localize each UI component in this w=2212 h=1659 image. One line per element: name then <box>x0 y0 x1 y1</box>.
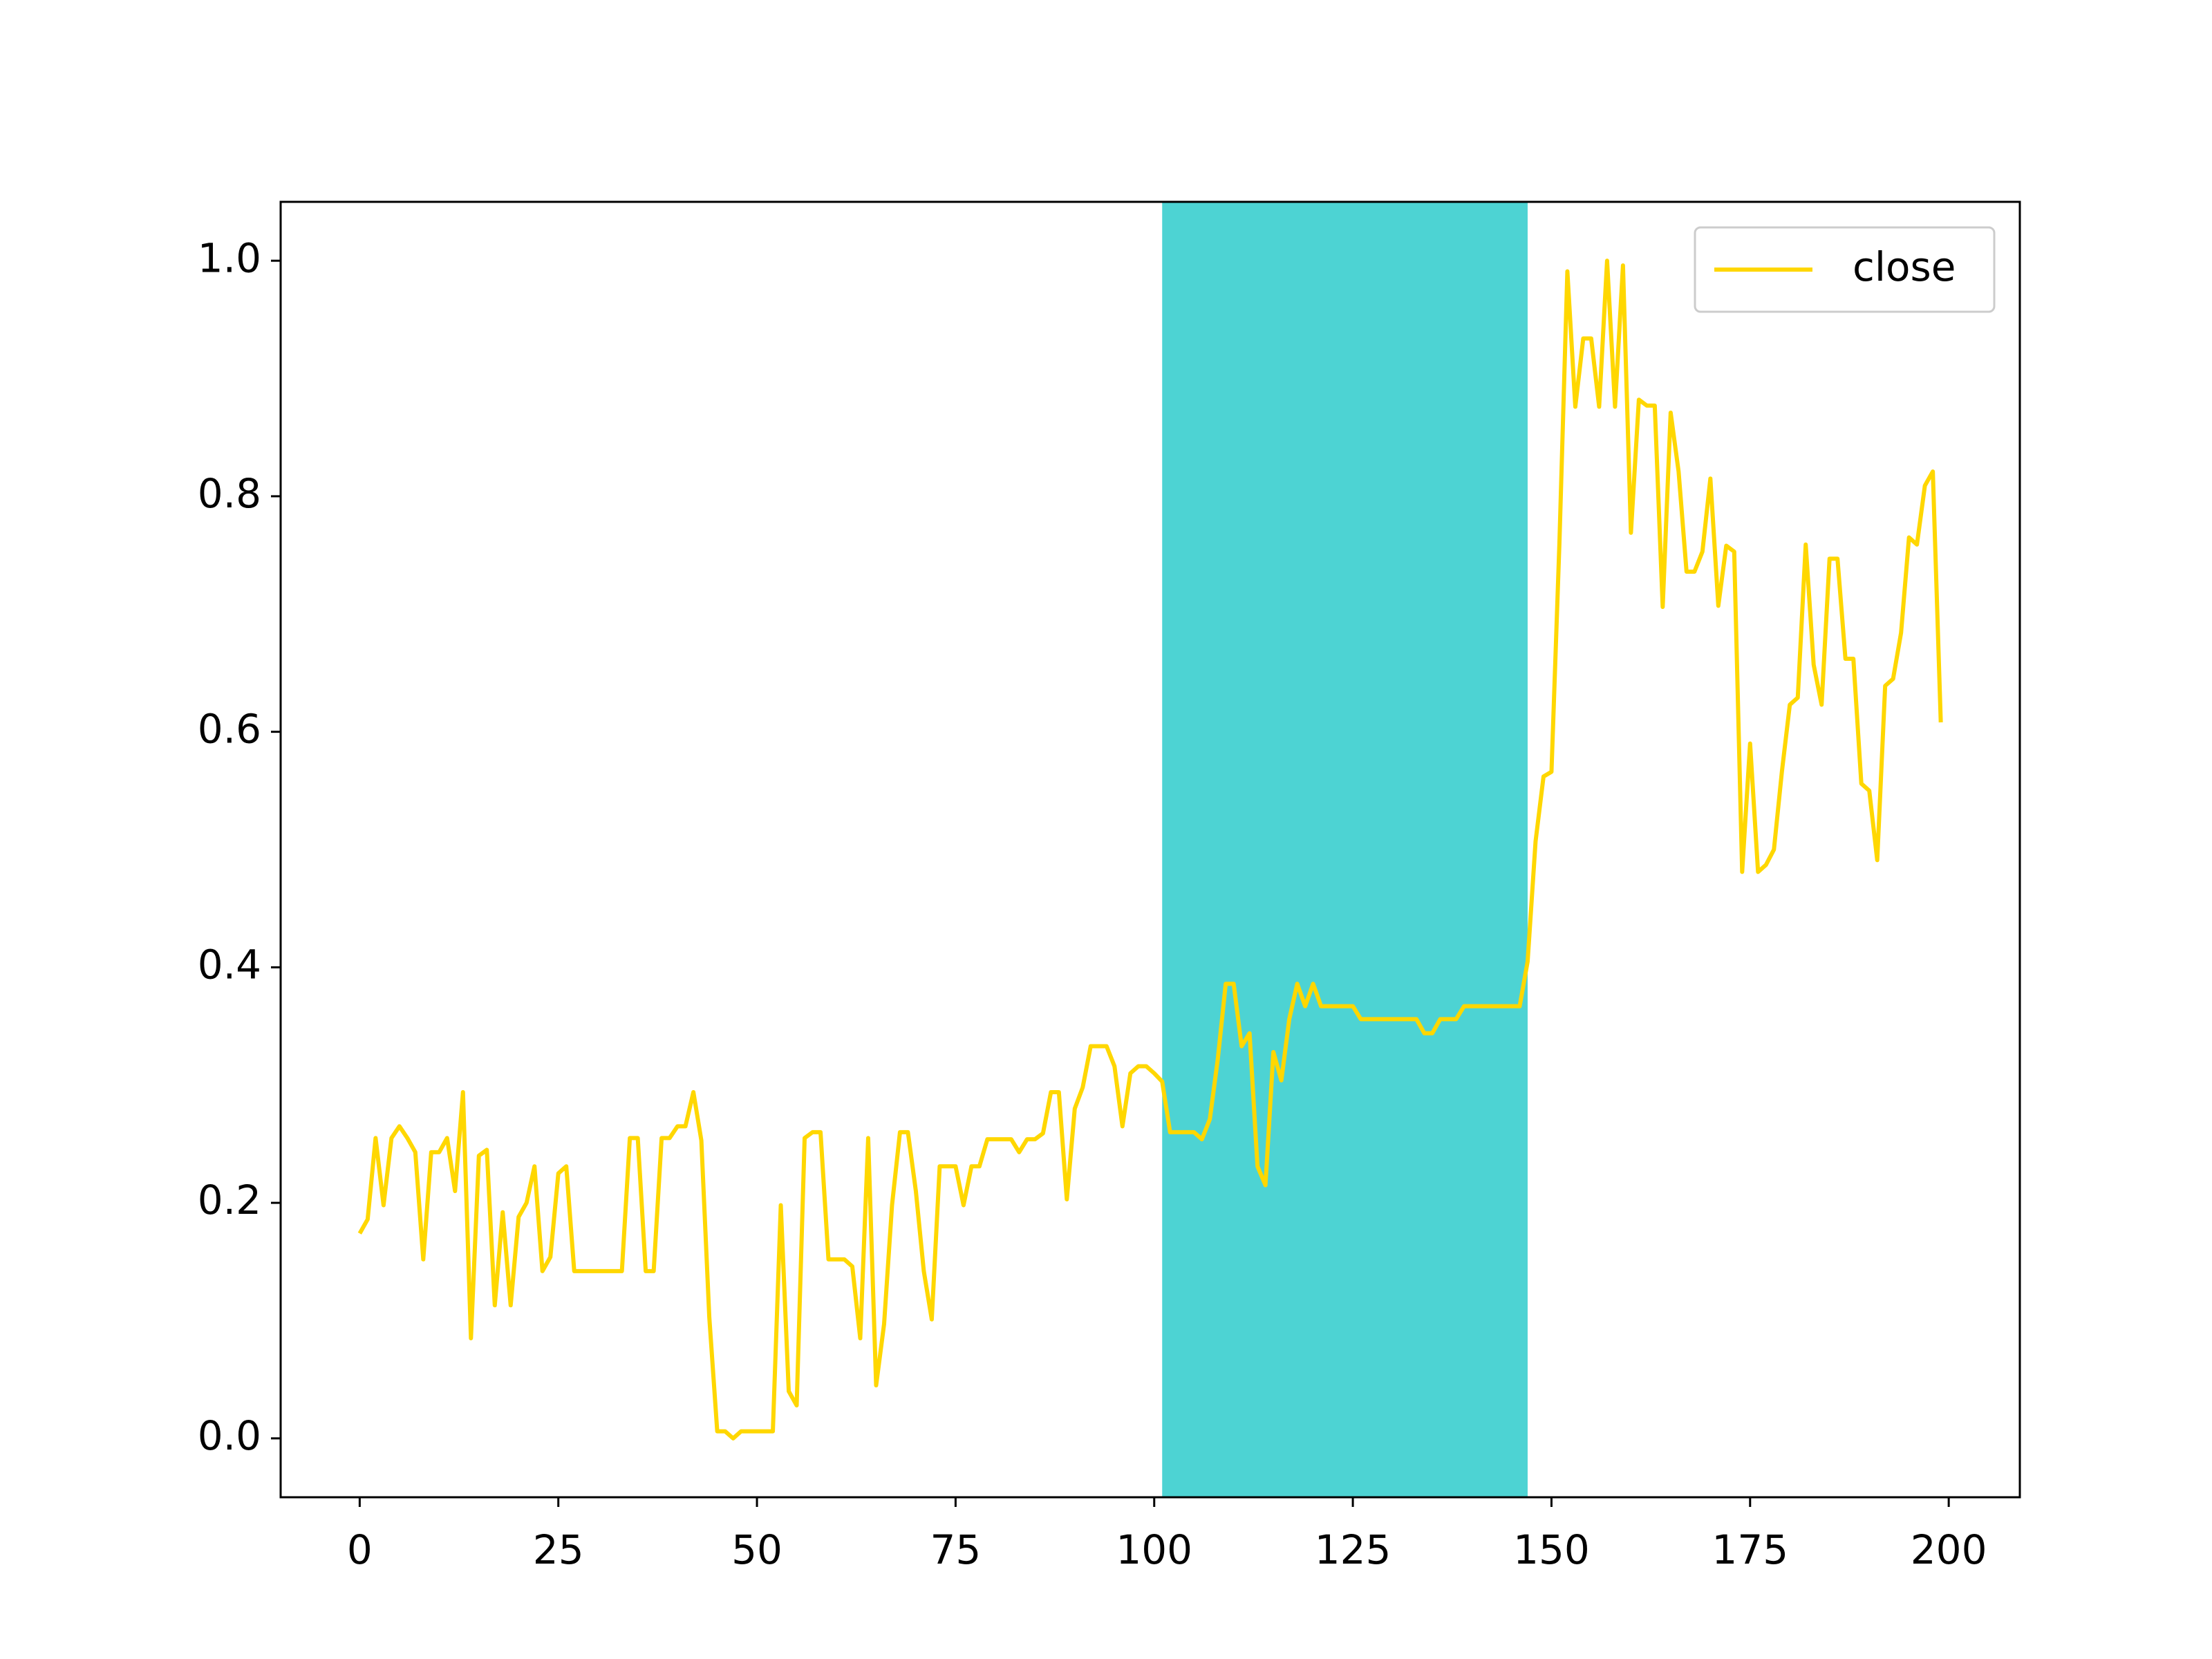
x-tick-label: 25 <box>533 1526 584 1573</box>
x-tick-label: 100 <box>1116 1526 1192 1573</box>
y-tick-label: 1.0 <box>198 234 261 281</box>
legend-box <box>1694 226 1996 313</box>
y-tick-label: 0.6 <box>198 706 261 753</box>
x-tick-label: 50 <box>731 1526 782 1573</box>
y-tick-label: 0.4 <box>198 941 261 988</box>
series-line <box>357 259 1943 1441</box>
x-tick-label: 0 <box>347 1526 373 1573</box>
x-tick-label: 125 <box>1315 1526 1391 1573</box>
plot-frame <box>279 200 2021 1499</box>
x-tick-label: 200 <box>1911 1526 1987 1573</box>
y-tick-label: 0.0 <box>198 1412 261 1459</box>
legend-label: close <box>1853 243 1956 290</box>
x-tick-label: 175 <box>1712 1526 1788 1573</box>
y-tick-label: 0.8 <box>198 470 261 517</box>
x-tick-label: 150 <box>1513 1526 1590 1573</box>
shaded-span <box>1162 202 1528 1497</box>
y-tick-label: 0.2 <box>198 1177 261 1224</box>
x-tick-label: 75 <box>930 1526 981 1573</box>
